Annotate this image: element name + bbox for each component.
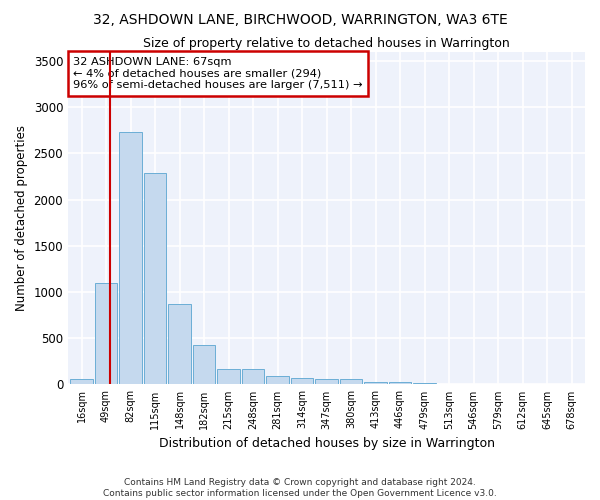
Text: Contains HM Land Registry data © Crown copyright and database right 2024.
Contai: Contains HM Land Registry data © Crown c… — [103, 478, 497, 498]
Bar — [70, 380, 92, 384]
Bar — [364, 382, 386, 384]
Bar — [413, 382, 436, 384]
Bar — [144, 173, 166, 384]
Bar — [217, 368, 239, 384]
Text: 32 ASHDOWN LANE: 67sqm
← 4% of detached houses are smaller (294)
96% of semi-det: 32 ASHDOWN LANE: 67sqm ← 4% of detached … — [73, 56, 363, 90]
Bar — [266, 376, 289, 384]
Bar — [169, 304, 191, 384]
Bar — [389, 382, 411, 384]
Bar — [316, 380, 338, 384]
Y-axis label: Number of detached properties: Number of detached properties — [15, 125, 28, 311]
Bar — [291, 378, 313, 384]
X-axis label: Distribution of detached houses by size in Warrington: Distribution of detached houses by size … — [158, 437, 494, 450]
Text: 32, ASHDOWN LANE, BIRCHWOOD, WARRINGTON, WA3 6TE: 32, ASHDOWN LANE, BIRCHWOOD, WARRINGTON,… — [92, 12, 508, 26]
Bar — [340, 380, 362, 384]
Bar — [193, 344, 215, 385]
Bar — [242, 368, 264, 384]
Title: Size of property relative to detached houses in Warrington: Size of property relative to detached ho… — [143, 38, 510, 51]
Bar — [119, 132, 142, 384]
Bar — [95, 283, 117, 384]
